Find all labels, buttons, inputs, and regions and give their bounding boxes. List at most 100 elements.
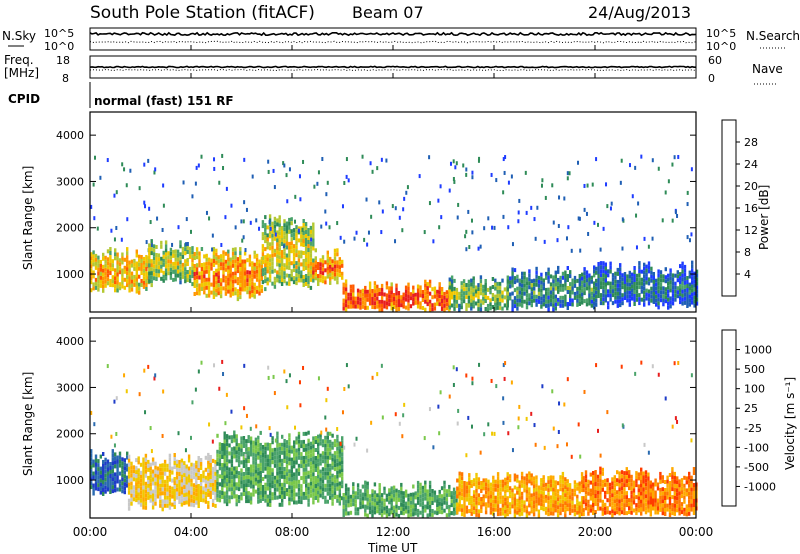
data-cell [388, 298, 391, 303]
data-cell [276, 278, 279, 283]
data-cell [637, 472, 640, 477]
data-cell [679, 300, 682, 305]
data-cell [273, 447, 277, 452]
scatter-cell [321, 156, 324, 161]
data-cell [588, 301, 591, 306]
data-cell [271, 241, 274, 246]
data-cell [400, 502, 403, 507]
data-cell [416, 300, 420, 305]
data-cell [583, 275, 586, 280]
scatter-cell [380, 157, 383, 162]
scatter-cell [640, 154, 643, 159]
data-cell [578, 298, 581, 302]
data-cell [215, 256, 218, 261]
scatter-cell [629, 163, 632, 168]
data-cell [242, 444, 246, 448]
data-cell [257, 467, 260, 472]
data-cell [460, 472, 464, 477]
data-cell [361, 300, 365, 305]
data-cell [338, 453, 341, 458]
data-cell [491, 285, 495, 289]
data-cell [501, 483, 505, 488]
data-cell [276, 443, 279, 448]
data-cell [248, 282, 252, 287]
data-cell [501, 290, 504, 295]
data-cell [390, 286, 393, 291]
data-cell [278, 478, 281, 483]
data-cell [416, 488, 420, 493]
data-cell [132, 489, 136, 494]
data-cell [90, 260, 93, 265]
data-cell [644, 490, 648, 495]
data-cell [285, 225, 289, 230]
data-cell [305, 471, 308, 476]
data-cell [681, 273, 684, 278]
data-cell [253, 294, 256, 299]
data-cell [561, 499, 565, 504]
data-cell [116, 256, 119, 261]
data-cell [664, 512, 667, 516]
scatter-cell [686, 235, 689, 240]
scatter-cell [258, 226, 261, 231]
data-cell [161, 507, 164, 512]
scatter-cell [110, 228, 113, 233]
scatter-cell [243, 200, 246, 205]
data-cell [132, 473, 136, 478]
data-cell [264, 267, 267, 272]
data-cell [172, 265, 175, 270]
data-cell [163, 503, 167, 508]
data-cell [633, 270, 636, 274]
scatter-cell [241, 238, 244, 243]
data-cell [686, 292, 689, 296]
data-cell [595, 286, 598, 291]
data-cell [499, 511, 502, 516]
data-cell [373, 301, 377, 306]
data-cell [305, 459, 308, 464]
data-cell [338, 449, 341, 454]
data-cell [169, 259, 173, 264]
data-cell [431, 295, 434, 300]
data-cell [609, 265, 612, 270]
data-cell [376, 304, 379, 309]
data-cell [525, 289, 529, 294]
data-cell [535, 479, 538, 484]
scatter-cell [299, 403, 302, 408]
data-cell [233, 486, 236, 491]
data-cell [671, 487, 674, 492]
data-cell [692, 467, 696, 471]
data-cell [229, 257, 232, 262]
data-cell [268, 242, 272, 247]
data-cell [611, 293, 615, 298]
data-cell [336, 466, 339, 471]
data-cell [673, 491, 676, 496]
data-cell [640, 487, 643, 492]
data-cell [347, 491, 350, 496]
scatter-cell [154, 373, 157, 378]
data-cell [416, 500, 420, 505]
data-cell [552, 275, 555, 280]
data-cell [649, 484, 652, 489]
data-cell [666, 495, 669, 500]
data-cell [99, 466, 102, 471]
data-cell [364, 508, 367, 513]
data-cell [523, 283, 526, 288]
data-cell [195, 283, 199, 288]
data-cell [121, 280, 124, 285]
data-cell [205, 253, 208, 258]
data-cell [266, 245, 269, 250]
scatter-cell [161, 433, 164, 438]
data-cell [268, 254, 272, 259]
data-cell [592, 475, 595, 479]
data-cell [407, 298, 410, 303]
data-cell [293, 500, 296, 505]
data-cell [130, 497, 133, 502]
data-cell [690, 495, 693, 500]
scatter-cell [593, 220, 596, 225]
scatter-cell [220, 242, 223, 247]
data-cell [573, 291, 577, 296]
data-cell [467, 287, 471, 292]
scatter-cell [381, 415, 384, 420]
data-cell [187, 494, 191, 499]
data-cell [174, 257, 177, 262]
data-cell [520, 479, 524, 484]
